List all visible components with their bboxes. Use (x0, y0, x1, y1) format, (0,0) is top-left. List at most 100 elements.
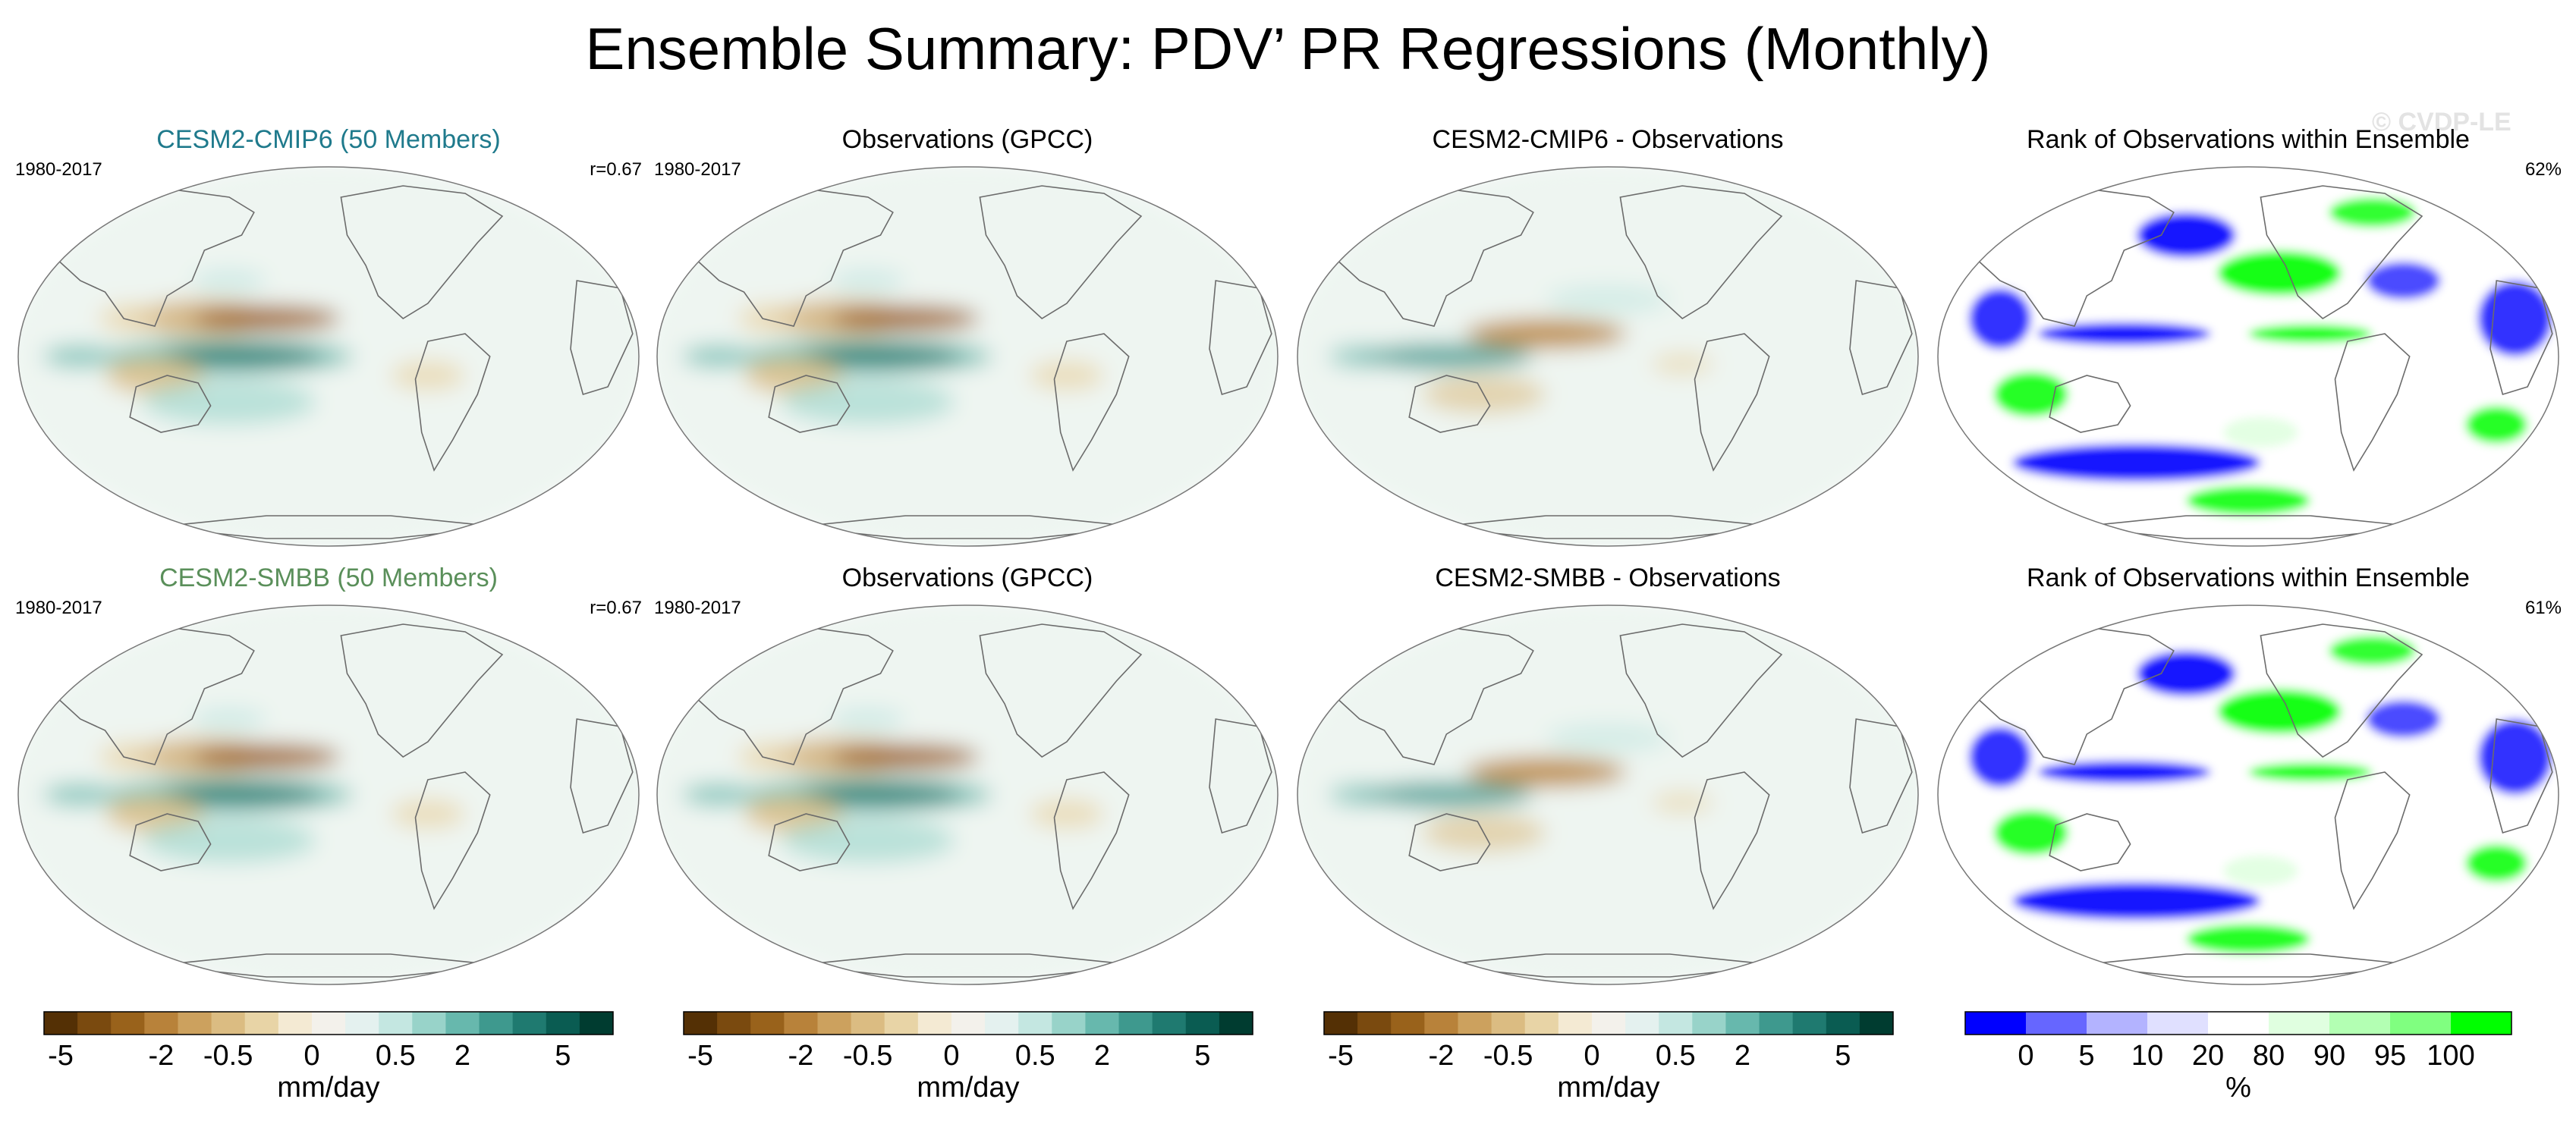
colorbar-swatch (144, 1012, 178, 1035)
map-border (656, 166, 1279, 547)
colorbar-swatch (445, 1012, 480, 1035)
colorbar-tick-label: 5 (2078, 1040, 2094, 1072)
field-blob (2037, 761, 2211, 783)
map-panel-rank (1937, 604, 2559, 985)
map-panel-regression (656, 166, 1279, 547)
colorbar-swatch (77, 1012, 112, 1035)
field-blob (831, 743, 980, 771)
field-blob (1029, 360, 1104, 391)
field-blob (2248, 324, 2373, 344)
coastline-samerica (414, 333, 491, 472)
field-blob (2465, 844, 2528, 882)
field-blob (1328, 345, 1391, 368)
field-blob (2223, 856, 2298, 886)
coastline-greenland (1153, 174, 1204, 209)
colorbar-swatch (1826, 1012, 1860, 1035)
period-label: 1980-2017 (15, 598, 102, 618)
colorbar-unit-label: mm/day (917, 1072, 1019, 1104)
colorbar-swatch (345, 1012, 379, 1035)
coastline-asia (55, 627, 255, 765)
map-border (656, 604, 1279, 985)
colorbar-tick-label: -0.5 (1483, 1040, 1533, 1072)
field-blob (1993, 810, 2068, 856)
map-border (1937, 166, 2559, 547)
colorbar-unit-label: % (2225, 1072, 2251, 1104)
colorbar-swatch (2026, 1012, 2087, 1035)
colorbar-swatch (1152, 1012, 1187, 1035)
field-blob (42, 345, 118, 368)
field-blob (192, 269, 267, 292)
field-blob (1029, 799, 1104, 829)
coastline-samerica (1694, 771, 1770, 910)
coastline-asia (694, 627, 894, 765)
colorbar-tick-label: 0.5 (376, 1040, 416, 1072)
colorbar-swatch (2451, 1012, 2512, 1035)
coastline-greenland (1793, 612, 1845, 648)
stat-label: 61% (2524, 598, 2562, 618)
field-blob (1464, 757, 1627, 787)
colorbar-swatch (1219, 1012, 1253, 1035)
panel-title: CESM2-CMIP6 - Observations (1432, 125, 1784, 154)
field-blob (831, 708, 906, 730)
coastline-samerica (1053, 333, 1130, 472)
colorbar-swatch (2329, 1012, 2391, 1035)
colorbar-swatch (2147, 1012, 2209, 1035)
colorbar-tick-label: 2 (454, 1040, 470, 1072)
field-blob (1651, 791, 1714, 814)
colorbar-swatch (784, 1012, 818, 1035)
colorbar-tick-label: 0 (1584, 1040, 1599, 1072)
figure-title: Ensemble Summary: PDV’ PR Regressions (M… (585, 15, 1991, 82)
coastline-samerica (2334, 771, 2411, 910)
period-label: 1980-2017 (654, 598, 741, 618)
colorbar-swatch (985, 1012, 1019, 1035)
colorbar-tick-label: 2 (1094, 1040, 1110, 1072)
colorbar-swatch (1625, 1012, 1659, 1035)
field-blob (2012, 444, 2261, 482)
colorbar-tick-label: 5 (1194, 1040, 1210, 1072)
field-blob (1546, 723, 1670, 753)
field-blob (2186, 485, 2310, 516)
stat-label: r=0.67 (590, 159, 642, 180)
colorbar-swatch (851, 1012, 885, 1035)
map-panel-difference (1297, 604, 1919, 985)
field-blob (1328, 783, 1391, 806)
field-blob (2012, 882, 2261, 920)
coastline-greenland (514, 612, 565, 648)
coastline-samerica (2334, 333, 2411, 472)
coastline-greenland (1153, 612, 1204, 648)
map-border (1297, 166, 1919, 547)
colorbar-swatch (884, 1012, 919, 1035)
coastline-australia (2049, 813, 2131, 871)
coastline-namerica (1619, 623, 1783, 758)
map-panel-rank (1937, 166, 2559, 547)
colorbar-swatch (1692, 1012, 1726, 1035)
colorbar-brbg: -5 -2 -0.5 0 0.5 2 5 mm/day (1323, 1011, 1894, 1104)
colorbar-tick-label: -0.5 (203, 1040, 253, 1072)
colorbar-tick-label: 90 (2313, 1040, 2345, 1072)
coastline-asia (1334, 627, 1534, 765)
coastline-namerica (2260, 185, 2423, 319)
colorbar-swatch (111, 1012, 145, 1035)
colorbar-tick-label: 0.5 (1656, 1040, 1696, 1072)
colorbar-swatch (1324, 1012, 1358, 1035)
coastline-samerica (1694, 333, 1770, 472)
colorbar-tick-label: -5 (1328, 1040, 1354, 1072)
colorbar-swatch (684, 1012, 718, 1035)
colorbar-swatch (2208, 1012, 2269, 1035)
coastline-australia (1408, 375, 1491, 433)
stat-label: r=0.67 (590, 598, 642, 618)
period-label: 1980-2017 (15, 159, 102, 180)
colorbar-swatch (750, 1012, 785, 1035)
colorbar-swatch (1458, 1012, 1492, 1035)
colorbar-swatch (951, 1012, 986, 1035)
field-blob (1297, 605, 1918, 984)
field-blob (2366, 700, 2441, 738)
field-blob (2329, 636, 2416, 666)
field-blob (192, 743, 341, 771)
field-blob (161, 346, 322, 367)
colorbar-swatch (379, 1012, 413, 1035)
coastline-australia (1408, 813, 1491, 871)
colorbar-tick-label: 10 (2131, 1040, 2163, 1072)
panel-title: CESM2-SMBB - Observations (1435, 564, 1781, 592)
field-blob (2186, 924, 2310, 954)
